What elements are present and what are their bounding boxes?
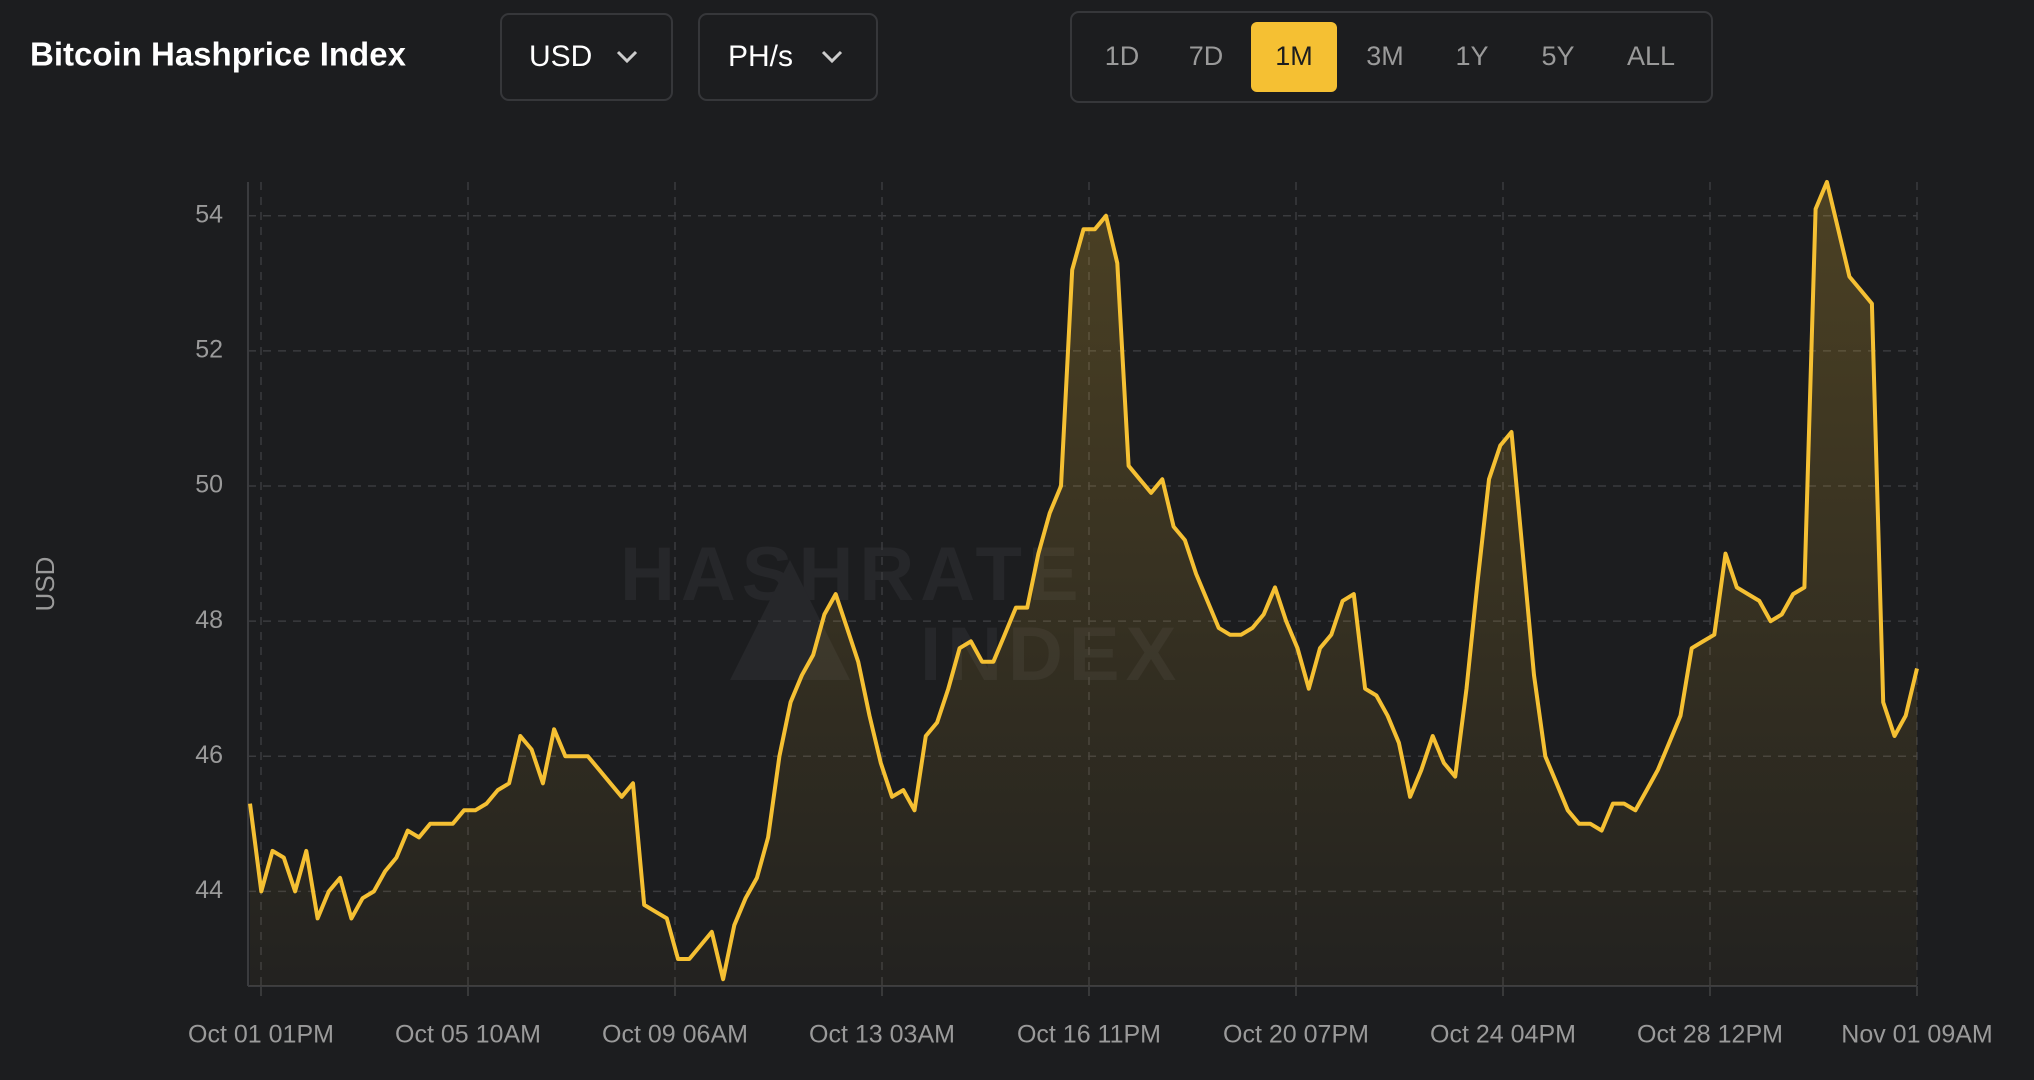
chevron bbox=[821, 50, 843, 64]
y-tick-label: 44 bbox=[195, 876, 223, 904]
x-tick-label: Oct 05 10AM bbox=[395, 1021, 541, 1049]
y-tick-label: 52 bbox=[195, 336, 223, 364]
range-group bbox=[1070, 11, 1713, 103]
y-tick-label: 54 bbox=[195, 200, 223, 228]
area-fill bbox=[250, 182, 1917, 986]
x-tick-label: Nov 01 09AM bbox=[1841, 1021, 1992, 1049]
x-tick-label: Oct 28 12PM bbox=[1637, 1021, 1783, 1049]
dropdown-box[interactable] bbox=[698, 13, 878, 101]
y-tick-label: 50 bbox=[195, 471, 223, 499]
dropdown-box[interactable] bbox=[500, 13, 673, 101]
x-tick-label: Oct 16 11PM bbox=[1017, 1021, 1161, 1049]
x-tick-label: Oct 09 06AM bbox=[602, 1021, 748, 1049]
range-button[interactable]: ALL bbox=[1627, 41, 1675, 71]
range-button[interactable]: 1Y bbox=[1455, 41, 1488, 71]
range-button[interactable]: 3M bbox=[1366, 41, 1404, 71]
range-button[interactable]: 1D bbox=[1105, 41, 1140, 71]
y-tick-label: 48 bbox=[195, 606, 223, 634]
dropdown[interactable]: PH/s bbox=[698, 13, 878, 101]
y-axis-label: USD bbox=[30, 557, 60, 612]
dropdown-label[interactable]: PH/s bbox=[728, 40, 793, 73]
x-tick-label: Oct 01 01PM bbox=[188, 1021, 334, 1049]
range-button[interactable]: 5Y bbox=[1541, 41, 1574, 71]
range-buttons: 1D 7D 1M 3M 1Y 5Y ALL bbox=[1105, 22, 1675, 92]
dropdown-label[interactable]: USD bbox=[529, 40, 592, 73]
range-button[interactable]: 1M bbox=[1275, 41, 1313, 71]
title: Bitcoin Hashprice Index bbox=[30, 36, 407, 73]
range-active[interactable] bbox=[1251, 22, 1337, 92]
range-button[interactable]: 7D bbox=[1189, 41, 1224, 71]
y-tick-label: 46 bbox=[195, 741, 223, 769]
x-tick-label: Oct 20 07PM bbox=[1223, 1021, 1369, 1049]
chevron bbox=[616, 50, 638, 64]
x-tick-label: Oct 13 03AM bbox=[809, 1021, 955, 1049]
dropdown[interactable]: USD bbox=[500, 13, 673, 101]
watermark: HASHRATE bbox=[620, 532, 1085, 617]
x-tick-label: Oct 24 04PM bbox=[1430, 1021, 1576, 1049]
line bbox=[248, 180, 1919, 982]
